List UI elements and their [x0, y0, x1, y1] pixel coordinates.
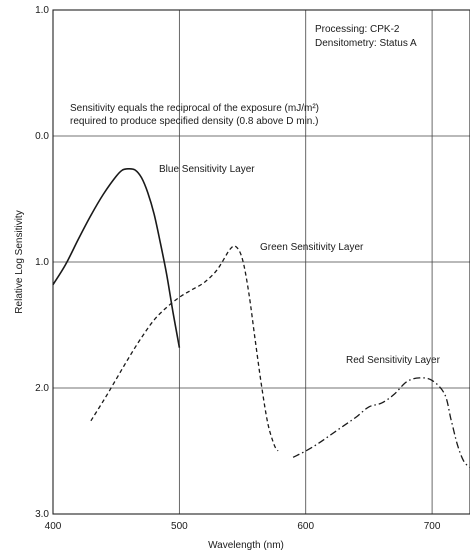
x-axis-ticks: 400 500 600 700: [45, 521, 441, 532]
series-label-blue: Blue Sensitivity Layer: [159, 164, 255, 175]
y-tick-label: 3.0: [35, 509, 49, 520]
series-label-red: Red Sensitivity Layer: [346, 355, 441, 366]
x-tick-label: 500: [171, 521, 188, 532]
plot-frame: [52, 9, 470, 515]
y-tick-label: 2.0: [35, 383, 49, 394]
y-tick-label: 0.0: [35, 131, 49, 142]
curves: [52, 167, 470, 468]
y-axis-ticks: 1.0 0.0 1.0 2.0 3.0: [35, 5, 49, 520]
y-tick-label: 1.0: [35, 257, 49, 268]
y-tick-label: 1.0: [35, 5, 49, 16]
annotation-processing: Processing: CPK-2: [315, 24, 400, 35]
series-label-green: Green Sensitivity Layer: [260, 242, 364, 253]
annotation-sensitivity-line-1: Sensitivity equals the reciprocal of the…: [70, 103, 319, 114]
green-sensitivity-curve: [90, 245, 279, 452]
blue-sensitivity-curve: [52, 167, 181, 348]
y-axis-label: Relative Log Sensitivity: [14, 210, 25, 313]
x-axis-label: Wavelength (nm): [208, 540, 284, 551]
red-sensitivity-curve: [292, 377, 470, 468]
annotation-sensitivity-line-2: required to produce specified density (0…: [70, 116, 318, 127]
x-tick-label: 600: [297, 521, 314, 532]
grid: [52, 9, 470, 515]
annotation-densitometry: Densitometry: Status A: [315, 38, 417, 49]
x-tick-label: 400: [45, 521, 62, 532]
x-tick-label: 700: [424, 521, 441, 532]
